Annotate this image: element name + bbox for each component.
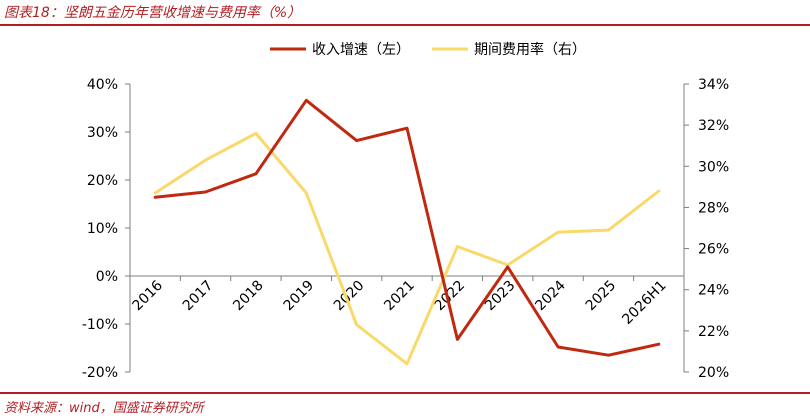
line-chart: 收入增速（左） 期间费用率（右） -20% -10% 0% 10% 20% 30% 40% 2… bbox=[82, 41, 729, 381]
right-tick-label: 26% bbox=[698, 242, 729, 258]
x-tick-label: 2024 bbox=[532, 277, 569, 314]
chart-title: 图表18：坚朗五金历年营收增速与费用率（%） bbox=[4, 5, 302, 21]
legend-expense-ratio-label: 期间费用率（右） bbox=[474, 41, 586, 58]
right-tick-label: 32% bbox=[698, 118, 729, 134]
left-axis: -20% -10% 0% 10% 20% 30% 40% bbox=[82, 77, 131, 381]
left-tick-label: 40% bbox=[87, 77, 118, 93]
x-tick-label: 2017 bbox=[180, 278, 217, 315]
series-layer bbox=[153, 98, 661, 366]
right-tick-label: 30% bbox=[698, 159, 729, 175]
x-tick-label: 2019 bbox=[281, 278, 318, 315]
right-axis: 20% 22% 24% 26% 28% 30% 32% 34% bbox=[683, 77, 729, 381]
expense-ratio-line bbox=[153, 131, 661, 366]
bottom-rule bbox=[0, 392, 810, 394]
left-tick-label: 0% bbox=[96, 269, 118, 285]
x-tick-label: 2018 bbox=[230, 278, 267, 315]
legend-revenue-growth-label: 收入增速（左） bbox=[312, 42, 410, 58]
x-tick-label: 2016 bbox=[129, 277, 166, 314]
left-tick-label: 10% bbox=[87, 221, 118, 237]
legend: 收入增速（左） 期间费用率（右） bbox=[270, 41, 586, 58]
x-tick-label: 2025 bbox=[583, 278, 620, 315]
right-tick-label: 20% bbox=[698, 365, 729, 381]
right-tick-label: 34% bbox=[698, 77, 729, 93]
x-tick-label: 2026H1 bbox=[619, 278, 669, 328]
right-tick-label: 24% bbox=[698, 283, 729, 299]
x-axis: 2016 2017 2018 2019 2020 2021 2022 2023 2024 2025… bbox=[129, 275, 685, 328]
right-tick-label: 28% bbox=[698, 200, 729, 216]
left-tick-label: -10% bbox=[82, 317, 118, 333]
left-tick-label: 20% bbox=[87, 173, 118, 189]
source-note: 资料来源：wind，国盛证券研究所 bbox=[4, 401, 204, 416]
right-tick-label: 22% bbox=[698, 324, 729, 340]
top-rule bbox=[0, 24, 810, 26]
left-tick-label: 30% bbox=[87, 125, 118, 141]
revenue-growth-line bbox=[153, 98, 661, 357]
left-tick-label: -20% bbox=[82, 365, 118, 381]
x-tick-label: 2021 bbox=[381, 278, 418, 315]
